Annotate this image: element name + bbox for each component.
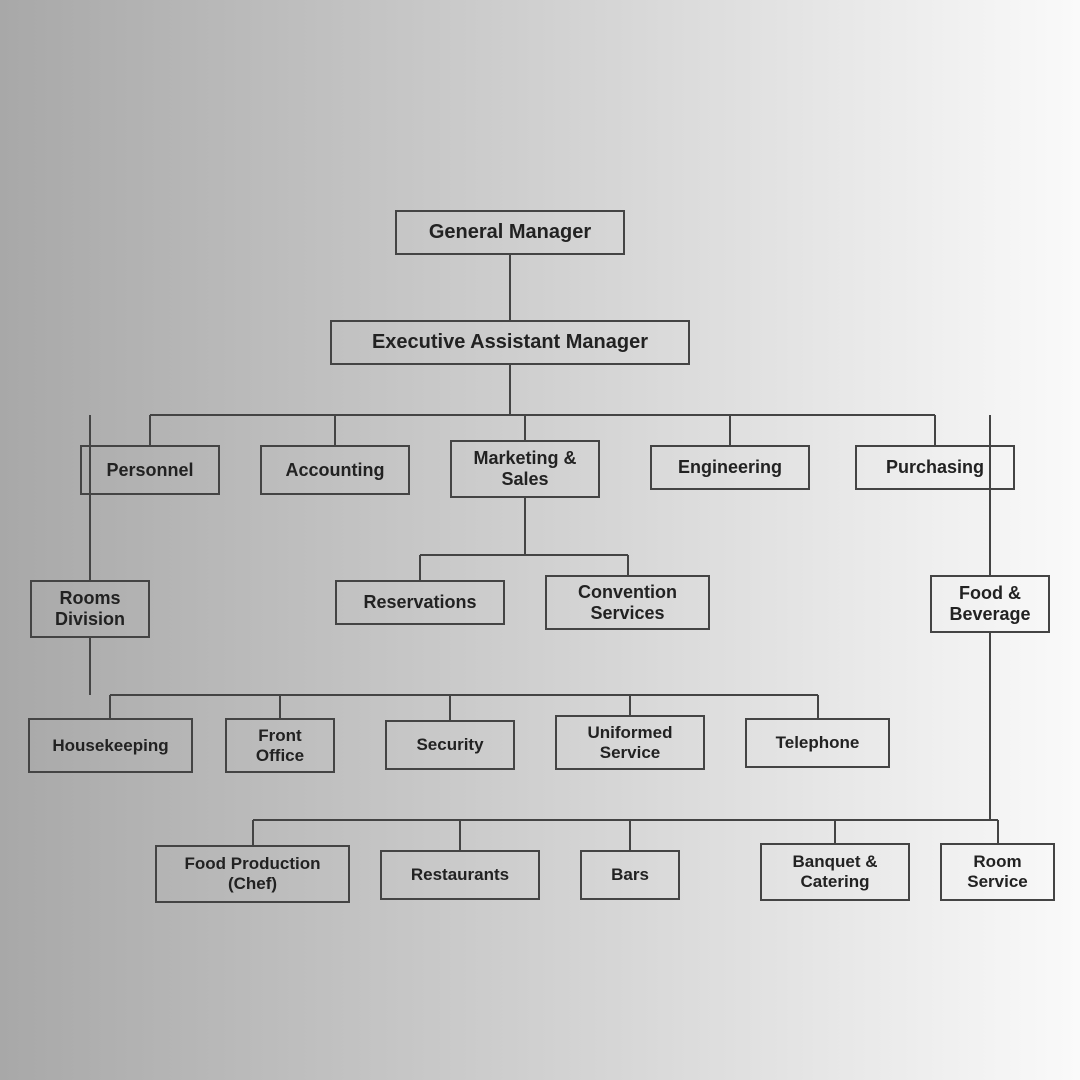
node-label: Accounting <box>286 460 385 481</box>
node-label: Convention Services <box>555 582 700 623</box>
node-label: Security <box>416 735 483 755</box>
node-gm: General Manager <box>395 210 625 255</box>
node-restaurants: Restaurants <box>380 850 540 900</box>
node-label: Bars <box>611 865 649 885</box>
node-label: Front Office <box>235 726 325 765</box>
node-marketing: Marketing & Sales <box>450 440 600 498</box>
node-label: Purchasing <box>886 457 984 478</box>
node-label: Telephone <box>776 733 860 753</box>
node-bars: Bars <box>580 850 680 900</box>
node-foodbev: Food & Beverage <box>930 575 1050 633</box>
node-label: Executive Assistant Manager <box>372 331 648 354</box>
node-eam: Executive Assistant Manager <box>330 320 690 365</box>
node-label: Rooms Division <box>40 588 140 629</box>
node-label: Restaurants <box>411 865 509 885</box>
node-label: Uniformed Service <box>565 723 695 762</box>
node-frontoffice: Front Office <box>225 718 335 773</box>
node-label: Food & Beverage <box>940 583 1040 624</box>
node-label: Personnel <box>106 460 193 481</box>
node-reservations: Reservations <box>335 580 505 625</box>
node-uniformed: Uniformed Service <box>555 715 705 770</box>
node-personnel: Personnel <box>80 445 220 495</box>
node-label: Banquet & Catering <box>770 852 900 891</box>
node-accounting: Accounting <box>260 445 410 495</box>
node-housekeeping: Housekeeping <box>28 718 193 773</box>
node-label: Food Production (Chef) <box>165 854 340 893</box>
node-banquet: Banquet & Catering <box>760 843 910 901</box>
node-label: Room Service <box>950 852 1045 891</box>
node-convention: Convention Services <box>545 575 710 630</box>
node-security: Security <box>385 720 515 770</box>
node-label: Engineering <box>678 457 782 478</box>
node-label: Marketing & Sales <box>460 448 590 489</box>
node-label: Housekeeping <box>52 736 168 756</box>
org-chart-edges <box>0 0 1080 1080</box>
org-chart: General Manager Executive Assistant Manag… <box>0 0 1080 1080</box>
node-roomservice: Room Service <box>940 843 1055 901</box>
node-label: Reservations <box>363 592 476 613</box>
node-telephone: Telephone <box>745 718 890 768</box>
node-rooms: Rooms Division <box>30 580 150 638</box>
node-foodprod: Food Production (Chef) <box>155 845 350 903</box>
node-label: General Manager <box>429 221 591 244</box>
node-engineering: Engineering <box>650 445 810 490</box>
node-purchasing: Purchasing <box>855 445 1015 490</box>
